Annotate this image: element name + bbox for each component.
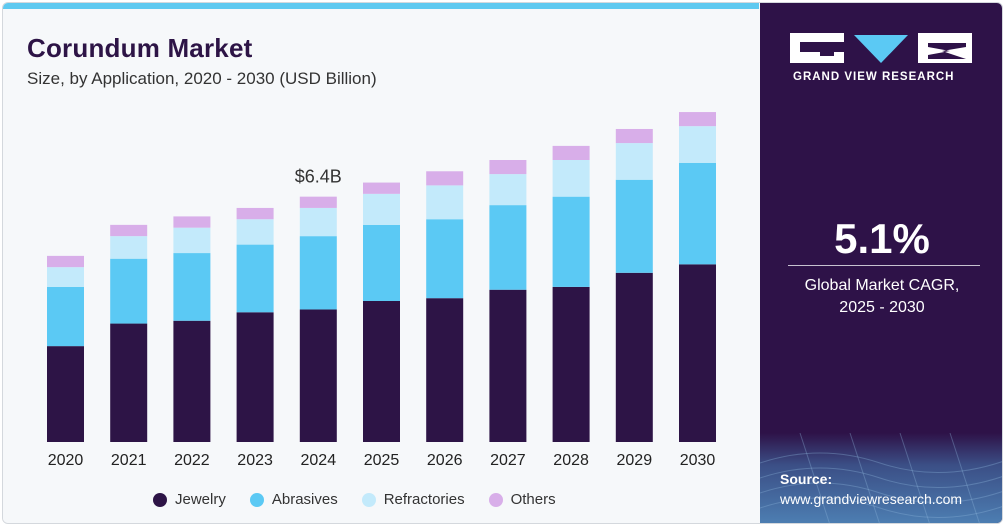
- bar-segment-refractories-2024: [299, 207, 337, 237]
- bar-segment-others-2024: [299, 196, 337, 208]
- x-tick-label: 2027: [490, 452, 526, 469]
- bar-segment-abrasives-2026: [426, 219, 464, 299]
- bar-segment-abrasives-2022: [173, 253, 211, 321]
- x-tick-label: 2022: [174, 452, 210, 469]
- cagr-value: 5.1%: [834, 215, 930, 262]
- bar-segment-refractories-2028: [552, 160, 590, 197]
- legend-swatch: [361, 492, 376, 507]
- source-title: Source:: [780, 471, 833, 487]
- source-note: Source: www.grandviewresearch.com: [780, 469, 962, 509]
- source-url[interactable]: www.grandviewresearch.com: [780, 491, 963, 507]
- x-tick-label: 2026: [427, 452, 463, 469]
- bar-segment-refractories-2029: [615, 143, 653, 180]
- cagr-label-line-2: 2025 - 2030: [839, 299, 925, 316]
- bar-segment-abrasives-2028: [552, 196, 590, 287]
- bar-segment-abrasives-2020: [47, 286, 84, 347]
- bar-segment-others-2020: [47, 255, 84, 268]
- bar-segment-refractories-2022: [173, 227, 211, 254]
- brand-name: GRAND VIEW RESEARCH: [793, 71, 955, 83]
- bar-segment-abrasives-2025: [363, 224, 400, 301]
- legend-label: Refractories: [383, 491, 465, 508]
- sidebar-panel: GRAND VIEW RESEARCH 5.1% Global Market C…: [760, 3, 1002, 523]
- bar-segment-jewelry-2024: [299, 309, 337, 442]
- value-annotation: $6.4B: [295, 167, 342, 187]
- bar-segment-jewelry-2021: [110, 323, 148, 442]
- bar-segment-refractories-2023: [236, 219, 274, 245]
- bar-segment-refractories-2026: [426, 185, 464, 220]
- bar-segment-jewelry-2029: [615, 272, 653, 442]
- bar-segment-refractories-2030: [679, 126, 716, 163]
- bar-segment-jewelry-2030: [679, 264, 716, 442]
- bar-segment-others-2029: [615, 128, 653, 144]
- legend-item-others: Others: [488, 491, 556, 508]
- source-background-graphic: [760, 433, 1002, 523]
- legend-label: Abrasives: [271, 491, 338, 508]
- x-tick-label: 2028: [553, 452, 589, 469]
- x-tick-label: 2020: [48, 452, 84, 469]
- bar-segment-others-2022: [173, 216, 211, 228]
- bar-segment-jewelry-2028: [552, 286, 590, 442]
- chart-legend: Jewelry Abrasives Refractories Others: [153, 491, 556, 508]
- cagr-label: Global Market CAGR, 2025 - 2030: [760, 275, 1002, 319]
- x-tick-label: 2024: [301, 452, 337, 469]
- legend-swatch: [249, 492, 264, 507]
- legend-swatch: [488, 492, 503, 507]
- bar-segment-others-2023: [236, 207, 274, 220]
- legend-label: Jewelry: [175, 491, 226, 508]
- bar-segment-others-2021: [110, 224, 148, 237]
- bar-segment-abrasives-2030: [679, 162, 716, 265]
- bar-segment-abrasives-2024: [299, 236, 337, 310]
- legend-item-refractories: Refractories: [361, 491, 465, 508]
- bar-segment-others-2030: [679, 112, 716, 127]
- bar-segment-others-2025: [363, 182, 400, 194]
- bar-segment-abrasives-2029: [615, 179, 653, 273]
- bar-segment-refractories-2021: [110, 236, 148, 259]
- legend-label: Others: [510, 491, 556, 508]
- divider: [788, 265, 980, 266]
- x-tick-label: 2030: [680, 452, 716, 469]
- bar-segment-jewelry-2025: [363, 301, 400, 442]
- chart-panel: Corundum Market Size, by Application, 20…: [3, 9, 759, 523]
- stacked-bar-chart: 2020 2021 2022 2023 2024 2025 2026 2027 2028 2029…: [47, 112, 716, 469]
- bar-segment-abrasives-2023: [236, 244, 274, 313]
- cagr-label-line-1: Global Market CAGR,: [804, 277, 960, 294]
- accent-bar: [3, 3, 759, 9]
- bar-segment-abrasives-2021: [110, 258, 148, 324]
- bar-segment-others-2026: [426, 171, 464, 186]
- bar-segment-others-2027: [489, 160, 527, 175]
- bar-segment-refractories-2020: [47, 267, 84, 287]
- x-tick-label: 2025: [364, 452, 400, 469]
- x-tick-label: 2023: [237, 452, 273, 469]
- bar-segment-jewelry-2023: [236, 312, 274, 442]
- legend-item-abrasives: Abrasives: [249, 491, 338, 508]
- bar-segment-others-2028: [552, 145, 590, 160]
- legend-item-jewelry: Jewelry: [153, 491, 226, 508]
- x-tick-label: 2021: [111, 452, 147, 469]
- legend-swatch: [153, 492, 167, 507]
- bar-segment-abrasives-2027: [489, 205, 527, 290]
- chart-title: Corundum Market: [27, 33, 253, 63]
- chart-subtitle: Size, by Application, 2020 - 2030 (USD B…: [27, 69, 377, 88]
- bar-segment-jewelry-2026: [426, 298, 464, 442]
- bar-segment-jewelry-2027: [489, 289, 527, 442]
- bar-segment-jewelry-2020: [47, 346, 84, 442]
- bar-segment-jewelry-2022: [173, 320, 211, 442]
- brand-logo-icon: [790, 33, 972, 63]
- bar-segment-refractories-2025: [363, 193, 400, 225]
- x-tick-label: 2029: [617, 452, 653, 469]
- bar-segment-refractories-2027: [489, 174, 527, 206]
